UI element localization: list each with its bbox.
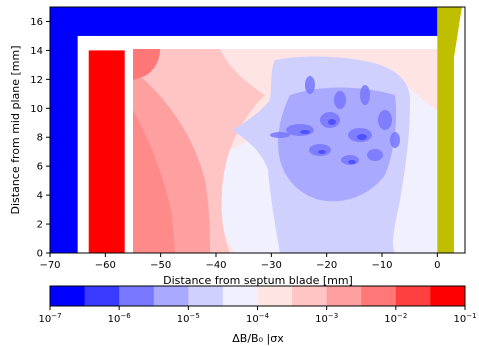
colorbar-segment xyxy=(257,286,293,306)
colorbar-segment xyxy=(326,286,362,306)
region-upper-blue-yoke xyxy=(50,7,438,36)
y-tick-label: 12 xyxy=(30,75,43,86)
colorbar-segment xyxy=(222,286,258,306)
region-red-coil xyxy=(88,50,125,253)
y-tick-label: 0 xyxy=(37,249,43,260)
colorbar-segment xyxy=(395,286,431,306)
colorbar xyxy=(50,286,466,306)
x-tick-label: −60 xyxy=(95,260,116,271)
colorbar-segment xyxy=(361,286,397,306)
y-tick-label: 8 xyxy=(37,133,43,144)
y-axis-label: Distance from mid plane [mm] xyxy=(9,46,22,215)
colorbar-tick-label: 10−4 xyxy=(246,312,270,325)
y-tick-label: 6 xyxy=(37,162,43,173)
x-tick-label: −20 xyxy=(316,260,337,271)
x-tick-label: −30 xyxy=(261,260,282,271)
y-tick-label: 14 xyxy=(30,46,43,57)
colorbar-segment xyxy=(292,286,328,306)
x-tick-label: −10 xyxy=(371,260,392,271)
colorbar-segment xyxy=(430,286,466,306)
colorbar-label: ΔB/B₀ |σx xyxy=(232,332,284,345)
colorbar-tick-label: 10−5 xyxy=(177,312,200,325)
colorbar-segment xyxy=(50,286,86,306)
x-tick-label: −70 xyxy=(39,260,60,271)
colorbar-segment xyxy=(153,286,189,306)
axes-frame xyxy=(49,6,466,254)
colorbar-tick-label: 10−1 xyxy=(453,312,476,325)
y-tick-label: 10 xyxy=(30,104,43,115)
y-tick-label: 4 xyxy=(37,191,43,202)
x-axis-label: Distance from septum blade [mm] xyxy=(163,274,353,287)
field-contours xyxy=(133,49,438,253)
colorbar-segment xyxy=(84,286,120,306)
region-left-blue-yoke xyxy=(50,7,78,253)
colorbar-tick-label: 10−2 xyxy=(384,312,407,325)
colorbar-tick-label: 10−7 xyxy=(38,312,61,325)
colorbar-segment xyxy=(119,286,155,306)
y-tick-label: 2 xyxy=(37,220,43,231)
x-tick-label: −40 xyxy=(205,260,226,271)
x-tick-label: −50 xyxy=(150,260,171,271)
colorbar-segment xyxy=(188,286,224,306)
region-septum-blade xyxy=(437,7,462,253)
y-tick-label: 16 xyxy=(30,17,43,28)
colorbar-tick-label: 10−3 xyxy=(315,312,338,325)
colorbar-tick-label: 10−6 xyxy=(108,312,132,325)
x-tick-label: 0 xyxy=(434,260,440,271)
